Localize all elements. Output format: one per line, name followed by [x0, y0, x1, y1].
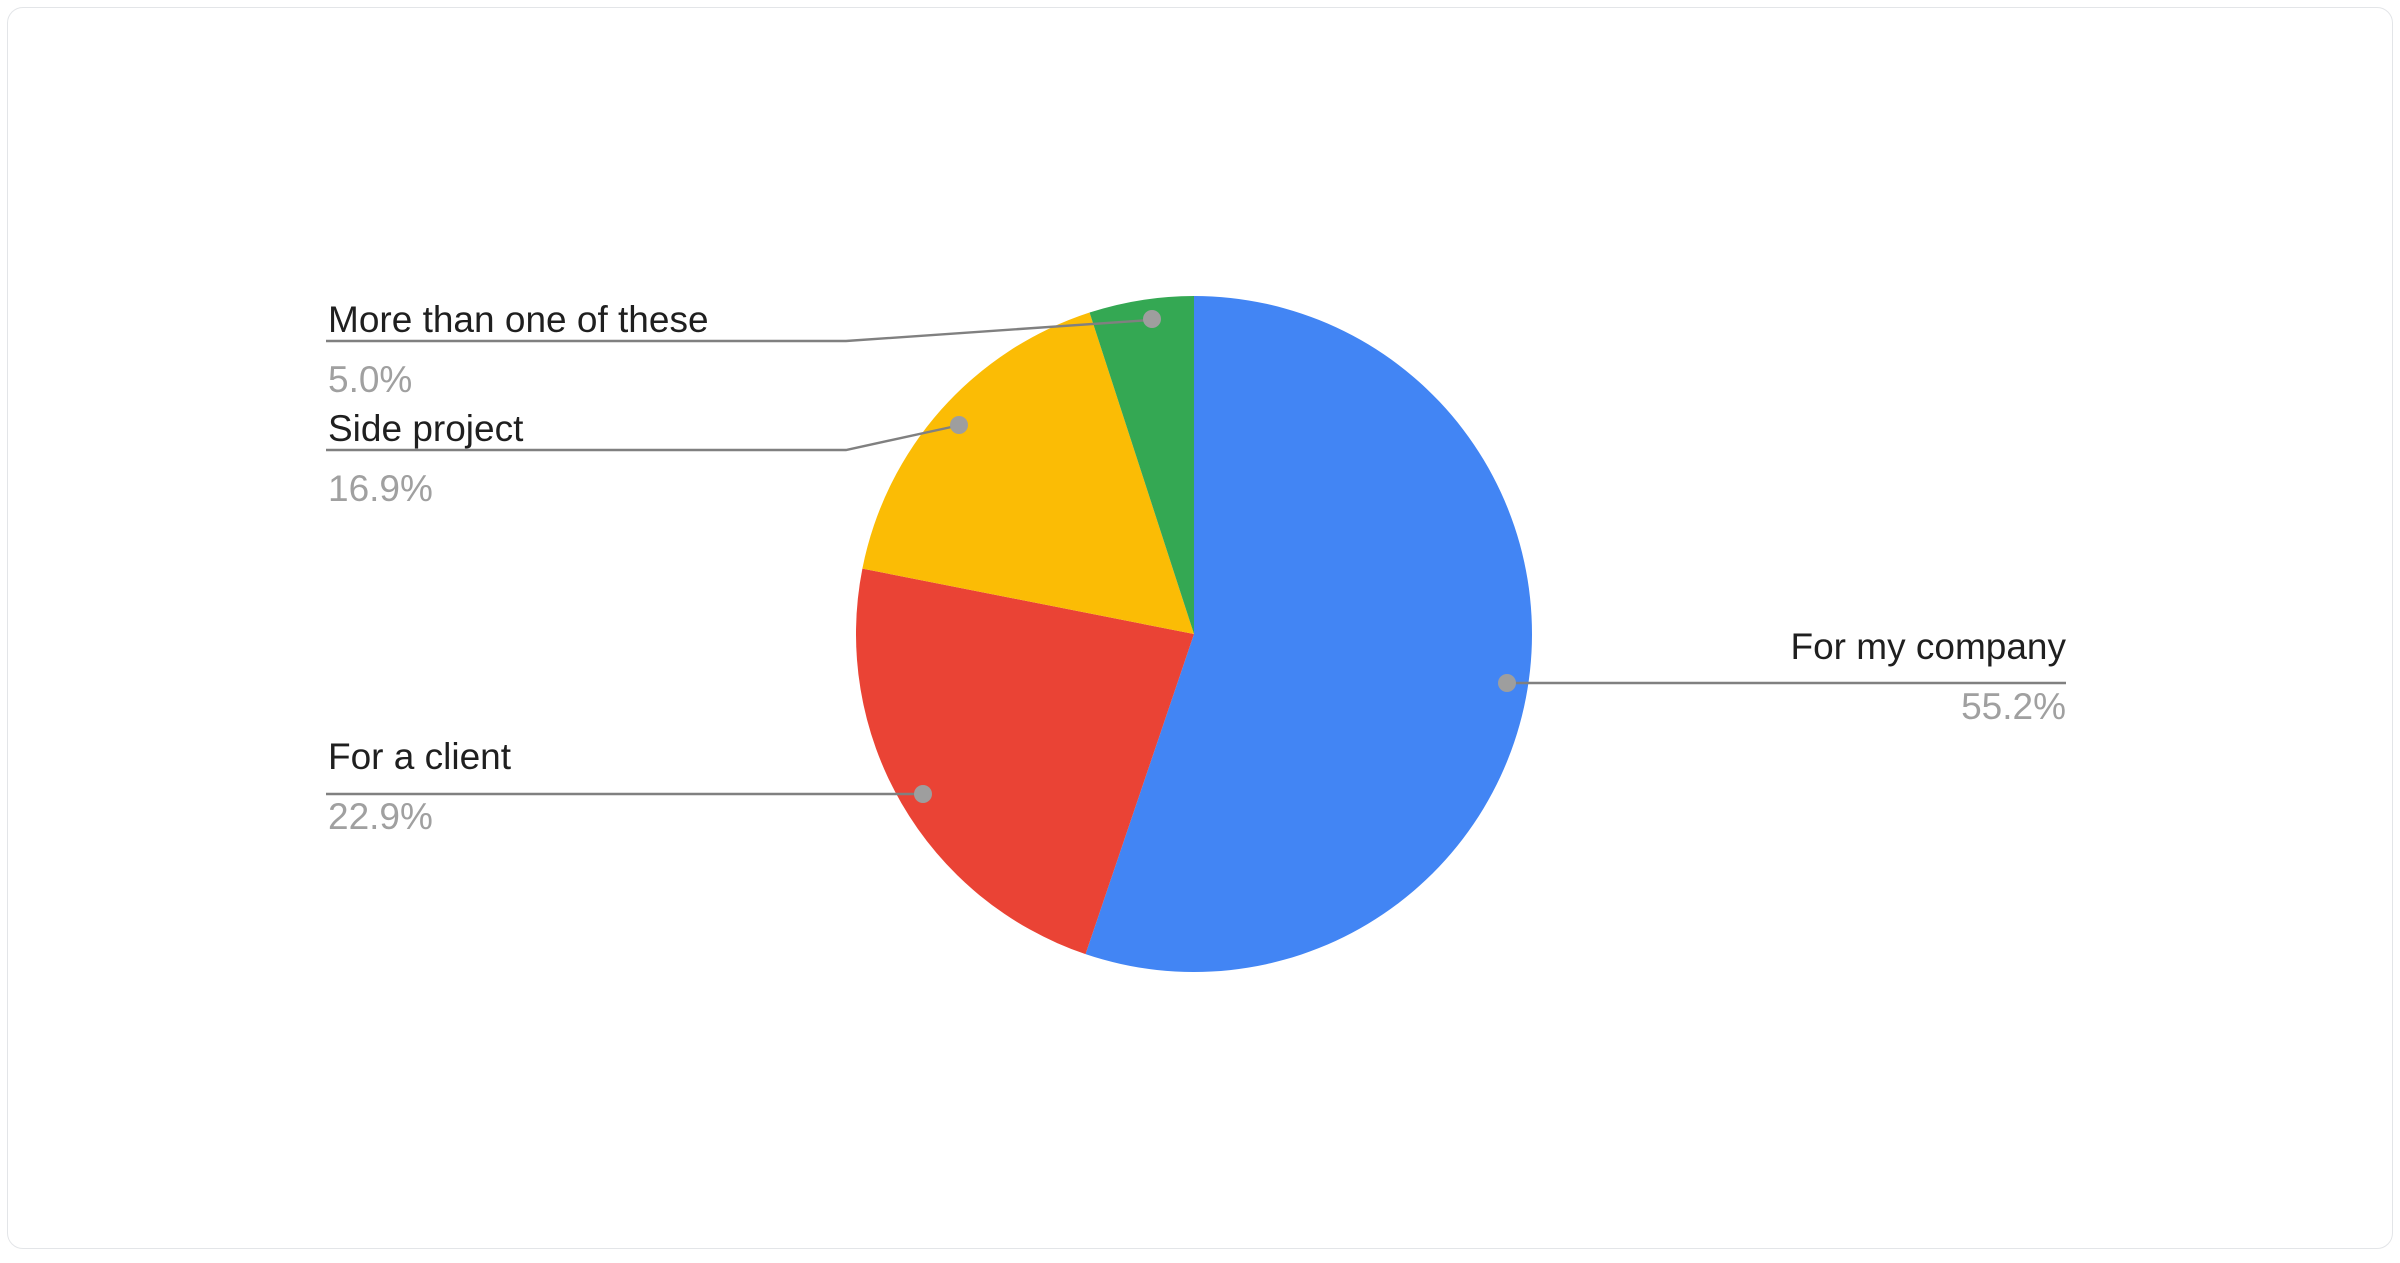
pie-slices	[855, 296, 1532, 972]
leader-dot-more-than-one-of-these	[1143, 310, 1161, 328]
leader-line-side-project	[326, 424, 957, 452]
label-name-side-project: Side project	[328, 408, 524, 449]
pie-slice-for-my-company[interactable]	[1085, 296, 1532, 972]
chart-container: More than one of these 5.0% Side project…	[7, 7, 2393, 1249]
label-name-for-my-company: For my company	[1790, 626, 2066, 667]
label-percent-for-a-client: 22.9%	[328, 796, 433, 837]
label-percent-more-than-one-of-these: 5.0%	[328, 359, 412, 400]
pie-slice-more-than-one-of-these[interactable]	[1089, 296, 1194, 634]
pie-slice-side-project[interactable]	[862, 312, 1194, 634]
label-name-more-than-one-of-these: More than one of these	[328, 299, 709, 340]
label-percent-side-project: 16.9%	[328, 468, 433, 509]
label-percent-for-my-company: 55.2%	[1961, 686, 2066, 727]
slice-labels: More than one of these 5.0% Side project…	[328, 299, 2066, 837]
pie-slice-for-a-client[interactable]	[855, 568, 1194, 955]
leader-dot-side-project	[950, 416, 968, 434]
label-name-for-a-client: For a client	[328, 736, 512, 777]
leader-line-more-than-one-of-these	[326, 318, 1151, 343]
leader-dot-for-a-client	[914, 785, 932, 803]
leader-lines	[326, 310, 2066, 803]
leader-dot-for-my-company	[1498, 674, 1516, 692]
pie-chart: More than one of these 5.0% Side project…	[326, 296, 2066, 972]
